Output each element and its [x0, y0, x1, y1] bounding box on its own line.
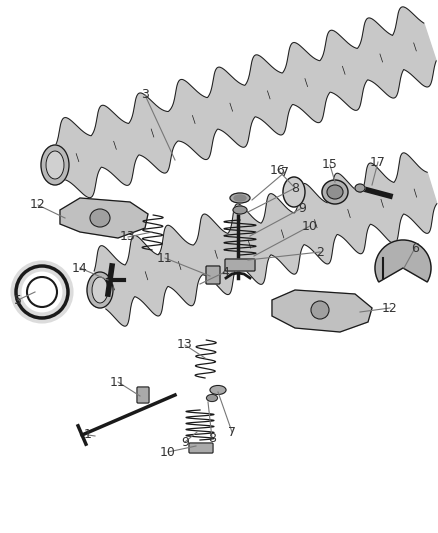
- Text: 11: 11: [157, 252, 173, 264]
- Ellipse shape: [41, 145, 69, 185]
- FancyBboxPatch shape: [137, 387, 149, 403]
- Ellipse shape: [322, 180, 348, 204]
- Text: 13: 13: [120, 230, 136, 244]
- Ellipse shape: [87, 272, 113, 308]
- FancyBboxPatch shape: [189, 443, 213, 453]
- Text: 11: 11: [110, 376, 126, 389]
- Text: 12: 12: [382, 302, 398, 314]
- Polygon shape: [272, 290, 372, 332]
- Ellipse shape: [327, 185, 343, 199]
- Ellipse shape: [283, 177, 305, 207]
- Wedge shape: [375, 240, 431, 282]
- Text: 9: 9: [298, 201, 306, 214]
- Text: 15: 15: [322, 158, 338, 172]
- Text: 1: 1: [84, 429, 92, 441]
- Text: 17: 17: [370, 156, 386, 168]
- Ellipse shape: [233, 206, 247, 214]
- Polygon shape: [60, 198, 148, 238]
- Text: 2: 2: [316, 246, 324, 259]
- Text: 9: 9: [181, 435, 189, 448]
- Ellipse shape: [92, 277, 108, 303]
- FancyBboxPatch shape: [225, 259, 255, 271]
- Text: 8: 8: [291, 182, 299, 195]
- Polygon shape: [94, 153, 437, 326]
- Text: 10: 10: [160, 446, 176, 458]
- Ellipse shape: [90, 209, 110, 227]
- FancyBboxPatch shape: [206, 266, 220, 284]
- Text: 16: 16: [270, 164, 286, 176]
- Text: 13: 13: [177, 338, 193, 351]
- Ellipse shape: [230, 193, 250, 203]
- Text: 4: 4: [221, 265, 229, 279]
- Ellipse shape: [355, 184, 365, 192]
- Text: 5: 5: [14, 294, 22, 306]
- Ellipse shape: [206, 394, 218, 401]
- Text: 8: 8: [208, 432, 216, 445]
- Polygon shape: [50, 7, 436, 198]
- Text: 3: 3: [141, 88, 149, 101]
- Ellipse shape: [210, 385, 226, 394]
- Text: 6: 6: [411, 241, 419, 254]
- Text: 10: 10: [302, 220, 318, 232]
- Ellipse shape: [234, 195, 246, 201]
- Text: 12: 12: [30, 198, 46, 212]
- Text: 7: 7: [281, 166, 289, 179]
- Ellipse shape: [311, 301, 329, 319]
- Text: 14: 14: [72, 262, 88, 274]
- Text: 7: 7: [228, 425, 236, 439]
- Ellipse shape: [46, 151, 64, 179]
